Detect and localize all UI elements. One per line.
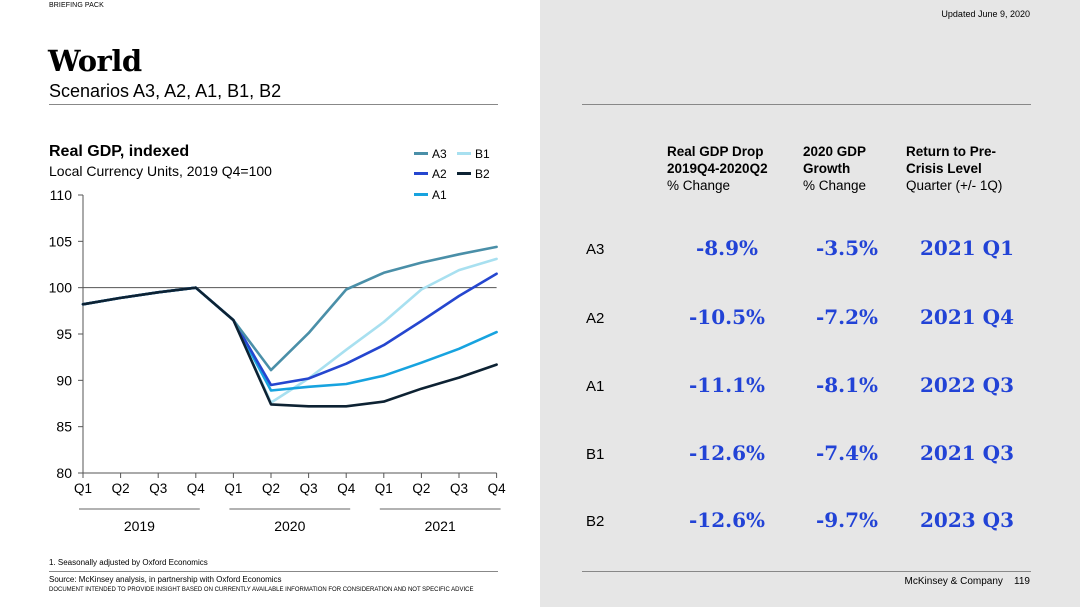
col-head-return: Return to Pre-Crisis Level Quarter (+/- …	[906, 143, 1026, 194]
legend-swatch-b2	[457, 172, 471, 176]
a2-gdp-drop: -10.5%	[688, 305, 765, 329]
series-line-a3	[81, 245, 498, 372]
gdp-line-chart: 80 85 90 95 100 105 110 Q1 Q2 Q3 Q4 Q1 Q2 Q3 Q4 Q1 Q2 Q3 Q…	[49, 187, 507, 534]
legend-label-a3: A3	[432, 147, 447, 161]
row-label-a3: A3	[586, 241, 605, 258]
x-tick-label: Q3	[149, 481, 167, 496]
y-tick-label: 80	[56, 465, 72, 481]
a2-gdp-growth: -7.2%	[815, 305, 879, 329]
chart-subtitle: Local Currency Units, 2019 Q4=100	[49, 163, 272, 179]
a1-return: 2022 Q3	[920, 373, 1014, 397]
b1-return: 2021 Q3	[920, 441, 1014, 465]
year-label: 2019	[124, 518, 155, 534]
legend-label-a2: A2	[432, 167, 447, 181]
disclaimer-note: Document intended to provide insight bas…	[49, 587, 474, 593]
year-label: 2021	[425, 518, 456, 534]
col-head-gdp-growth-title: 2020 GDP Growth	[803, 144, 866, 176]
a1-gdp-growth: -8.1%	[815, 373, 879, 397]
b1-gdp-growth: -7.4%	[815, 441, 879, 465]
x-tick-label: Q2	[112, 481, 130, 496]
right-top-rule	[582, 104, 1031, 105]
row-label-a2: A2	[586, 310, 605, 327]
source-rule	[49, 571, 498, 572]
footer: McKinsey & Company 119	[905, 576, 1030, 587]
y-tick-label: 90	[56, 372, 72, 388]
footer-company: McKinsey & Company	[904, 576, 1003, 587]
col-head-gdp-drop: Real GDP Drop 2019Q4-2020Q2 % Change	[667, 143, 797, 194]
a3-gdp-drop: -8.9%	[695, 236, 759, 260]
a3-gdp-growth: -3.5%	[815, 236, 879, 260]
right-panel	[540, 0, 1080, 607]
legend-item-a3: A3	[414, 147, 447, 161]
a2-return: 2021 Q4	[920, 305, 1014, 329]
x-tick-label: Q2	[412, 481, 430, 496]
a3-return: 2021 Q1	[920, 236, 1014, 260]
chart-title: Real GDP, indexed	[49, 143, 190, 160]
page-subtitle: Scenarios A3, A2, A1, B1, B2	[49, 81, 282, 101]
legend-label-a1: A1	[432, 188, 447, 202]
b2-gdp-growth: -9.7%	[815, 508, 879, 532]
legend-item-a2: A2	[414, 167, 447, 181]
title-rule	[49, 104, 498, 105]
y-tick-label: 110	[50, 187, 73, 203]
col-head-gdp-drop-unit: % Change	[667, 178, 731, 193]
year-label: 2020	[274, 518, 305, 534]
y-tick-label: 85	[56, 419, 72, 435]
row-label-b1: B1	[586, 446, 605, 463]
col-head-gdp-drop-title: Real GDP Drop 2019Q4-2020Q2	[667, 144, 768, 176]
legend-swatch-a1	[414, 193, 428, 197]
row-label-b2: B2	[586, 513, 605, 530]
x-tick-label: Q3	[300, 481, 318, 496]
col-head-return-title: Return to Pre-Crisis Level	[906, 144, 997, 176]
x-tick-label: Q1	[224, 481, 242, 496]
col-head-return-unit: Quarter (+/- 1Q)	[906, 178, 1003, 193]
page-number: 119	[1014, 576, 1030, 587]
legend-label-b2: B2	[475, 167, 490, 181]
col-head-gdp-growth-unit: % Change	[803, 178, 867, 193]
x-tick-label: Q1	[74, 481, 92, 496]
briefing-pack-label: BRIEFING PACK	[49, 2, 104, 9]
x-tick-label: Q2	[262, 481, 280, 496]
x-tick-label: Q4	[187, 481, 206, 496]
b2-return: 2023 Q3	[920, 508, 1014, 532]
series-line-a1	[81, 286, 498, 392]
series-line-b2	[81, 286, 498, 408]
legend-swatch-b1	[457, 152, 471, 156]
col-head-gdp-growth: 2020 GDP Growth % Change	[803, 143, 893, 194]
row-label-a1: A1	[586, 378, 605, 395]
legend-label-b1: B1	[475, 147, 490, 161]
series-line-a2	[81, 272, 498, 387]
footer-rule	[582, 571, 1031, 572]
x-tick-label: Q4	[488, 481, 507, 496]
updated-date: Updated June 9, 2020	[941, 9, 1030, 19]
x-tick-label: Q1	[375, 481, 393, 496]
a1-gdp-drop: -11.1%	[688, 373, 765, 397]
x-tick-label: Q4	[337, 481, 356, 496]
legend-item-b1: B1	[457, 147, 490, 161]
legend-item-a1: A1	[414, 188, 447, 202]
page-title: World	[48, 44, 142, 78]
chart-footnote: 1. Seasonally adjusted by Oxford Economi…	[49, 558, 208, 567]
b2-gdp-drop: -12.6%	[688, 508, 765, 532]
legend-swatch-a2	[414, 172, 428, 176]
x-tick-label: Q3	[450, 481, 468, 496]
legend-item-b2: B2	[457, 167, 490, 181]
y-tick-label: 105	[49, 233, 73, 249]
source-note: Source: McKinsey analysis, in partnershi…	[49, 575, 282, 584]
b1-gdp-drop: -12.6%	[688, 441, 765, 465]
legend-swatch-a3	[414, 152, 428, 156]
y-tick-label: 100	[49, 280, 73, 296]
y-tick-label: 95	[56, 326, 72, 342]
